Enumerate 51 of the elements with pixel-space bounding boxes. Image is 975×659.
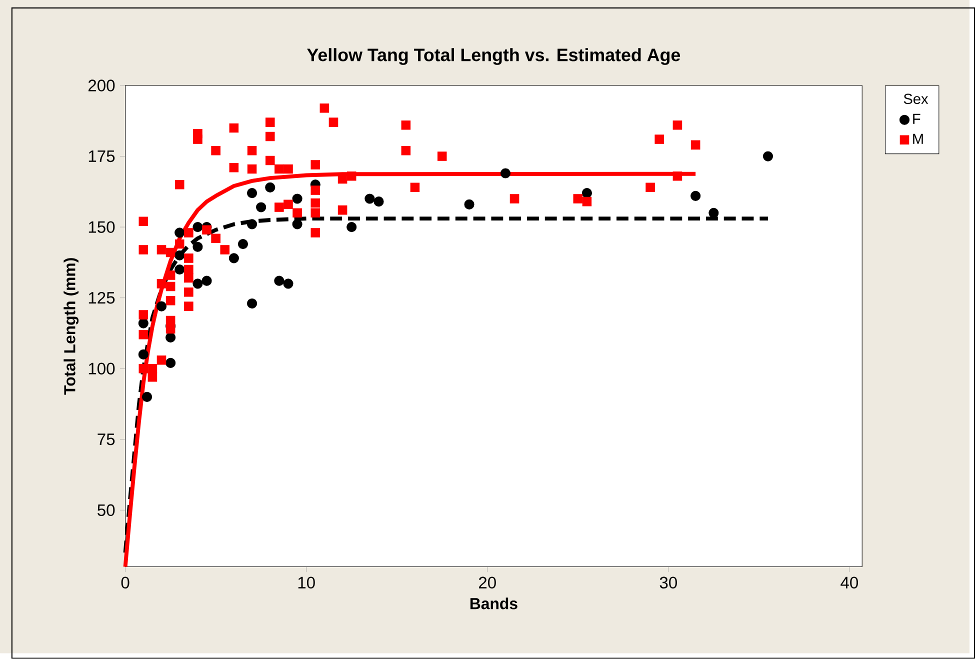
point <box>582 188 592 198</box>
point <box>265 182 276 193</box>
y-tick-label: 150 <box>88 221 115 234</box>
point <box>364 194 375 204</box>
point <box>374 196 384 207</box>
point <box>156 301 167 312</box>
y-tick-label: 50 <box>98 504 115 516</box>
x-tick-label: 0 <box>121 576 130 589</box>
point <box>762 151 774 162</box>
legend-label: M <box>913 134 923 144</box>
point <box>708 208 719 218</box>
point <box>192 222 203 232</box>
point <box>238 239 248 250</box>
point <box>246 188 258 198</box>
point <box>690 190 701 202</box>
legend-label: F <box>913 114 920 124</box>
point <box>246 219 258 230</box>
y-tick-label: 75 <box>98 434 115 446</box>
point <box>500 168 511 178</box>
point <box>192 278 203 289</box>
point <box>174 250 185 261</box>
point <box>174 264 185 275</box>
point <box>228 253 239 264</box>
point <box>142 392 152 402</box>
y-tick-label: 200 <box>88 80 115 92</box>
point <box>166 332 176 343</box>
y-axis-title: Total Length (mm) <box>64 258 79 395</box>
x-tick-label: 10 <box>298 576 315 589</box>
point <box>292 194 302 204</box>
point <box>283 278 294 289</box>
point <box>174 228 185 238</box>
point <box>166 358 176 368</box>
point <box>202 276 212 286</box>
point <box>274 276 284 286</box>
point <box>464 199 474 210</box>
x-tick-label: 20 <box>478 576 496 589</box>
point <box>256 202 266 212</box>
point <box>346 222 357 232</box>
y-tick-label: 125 <box>88 292 115 304</box>
point <box>138 318 148 328</box>
legend-title: Sex <box>904 94 928 104</box>
point <box>138 350 148 360</box>
chart-title: Yellow Tang Total Length vs. Estimated Age <box>307 48 680 66</box>
x-tick-label: 30 <box>660 576 677 589</box>
x-tick-label: 40 <box>840 576 858 589</box>
y-tick-label: 175 <box>88 150 115 162</box>
x-axis-title: Bands <box>470 598 518 610</box>
point <box>246 298 258 309</box>
point <box>192 242 203 252</box>
y-tick-label: 100 <box>88 362 115 375</box>
point <box>292 219 302 230</box>
